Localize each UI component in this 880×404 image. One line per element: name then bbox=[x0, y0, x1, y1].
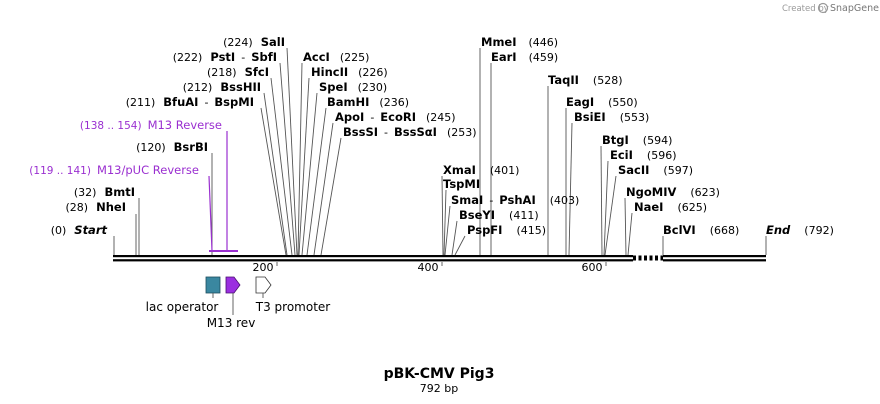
site-label-apoi-ecori[interactable]: ApoI - EcoRI (245) bbox=[335, 110, 456, 124]
site-label-bsshii[interactable]: (212) BssHII bbox=[183, 80, 261, 94]
site-label-bmti[interactable]: (32) BmtI bbox=[74, 185, 135, 199]
site-label-bsiei[interactable]: BsiEI (553) bbox=[574, 110, 649, 124]
site-labels-right: AccI (225) HincII (226) SpeI (230) BamHI (23… bbox=[303, 35, 834, 237]
snapgene-credit: Created by SnapGene bbox=[782, 2, 879, 14]
tick-label-400: 400 bbox=[418, 261, 439, 274]
site-label-ecii[interactable]: EciI (596) bbox=[610, 148, 677, 162]
site-label-sali[interactable]: (224) SalI bbox=[223, 35, 285, 49]
primer-label-m13-reverse[interactable]: (138 .. 154) M13 Reverse bbox=[80, 118, 222, 132]
snapgene-logo-icon bbox=[817, 2, 829, 14]
end-label-start[interactable]: (0) Start bbox=[51, 223, 108, 237]
site-label-tspmi[interactable]: TspMI bbox=[443, 177, 480, 191]
tick-label-200: 200 bbox=[253, 261, 274, 274]
site-label-btgi[interactable]: BtgI (594) bbox=[602, 133, 672, 147]
site-label-psti-sbfi[interactable]: (222) PstI - SbfI bbox=[173, 50, 277, 64]
site-label-smai-pshai[interactable]: SmaI - PshAI (403) bbox=[451, 193, 579, 207]
features: lac operator M13 rev T3 promoter bbox=[146, 276, 331, 330]
snapgene-brand: SnapGene bbox=[830, 3, 879, 14]
site-label-nhei[interactable]: (28) NheI bbox=[66, 200, 126, 214]
bottom-strand bbox=[113, 259, 766, 262]
primers: (138 .. 154) M13 Reverse (119 .. 141) M13/… bbox=[29, 118, 238, 252]
site-label-naei[interactable]: NaeI (625) bbox=[634, 200, 707, 214]
site-label-spei[interactable]: SpeI (230) bbox=[319, 80, 387, 94]
primer-label-m13-puc-reverse[interactable]: (119 .. 141) M13/pUC Reverse bbox=[29, 163, 199, 177]
site-label-sacii[interactable]: SacII (597) bbox=[618, 163, 693, 177]
top-strand bbox=[113, 255, 766, 258]
site-label-mmei[interactable]: MmeI (446) bbox=[481, 35, 558, 49]
site-labels-left: (0) Start (28) NheI (32) BmtI (120) BsrBI (2… bbox=[51, 35, 285, 237]
feature-t3-promoter[interactable] bbox=[255, 276, 272, 294]
feature-label-t3-promoter: T3 promoter bbox=[255, 300, 331, 314]
map-length: 792 bp bbox=[420, 382, 458, 395]
created-by-text: Created by bbox=[782, 4, 829, 14]
feature-lac-operator[interactable] bbox=[205, 276, 221, 294]
site-label-eari[interactable]: EarI (459) bbox=[491, 50, 558, 64]
ruler: 200 400 600 bbox=[253, 261, 607, 274]
site-label-eagi[interactable]: EagI (550) bbox=[566, 95, 638, 109]
site-label-hincii[interactable]: HincII (226) bbox=[311, 65, 388, 79]
feature-label-m13-rev: M13 rev bbox=[207, 316, 256, 330]
site-label-pspfi[interactable]: PspFI (415) bbox=[467, 223, 546, 237]
end-label-end[interactable]: End (792) bbox=[766, 223, 834, 237]
feature-m13-rev[interactable] bbox=[225, 276, 241, 294]
map-title: pBK-CMV Pig3 bbox=[384, 366, 495, 382]
site-label-bseyi[interactable]: BseYI (411) bbox=[459, 208, 539, 222]
site-label-bfuai-bspmi[interactable]: (211) BfuAI - BspMI bbox=[126, 95, 254, 109]
site-label-xmai[interactable]: XmaI (401) bbox=[443, 163, 519, 177]
feature-label-lac-operator: lac operator bbox=[146, 300, 219, 314]
tick-label-600: 600 bbox=[582, 261, 603, 274]
site-label-bamhi[interactable]: BamHI (236) bbox=[327, 95, 409, 109]
site-label-ngomiv[interactable]: NgoMIV (623) bbox=[626, 185, 720, 199]
primer-m13-puc-reverse-connector bbox=[208, 175, 213, 252]
site-label-bsrbi[interactable]: (120) BsrBI bbox=[136, 140, 208, 154]
site-label-taqii[interactable]: TaqII (528) bbox=[548, 73, 623, 87]
site-label-acci[interactable]: AccI (225) bbox=[303, 50, 369, 64]
sequence-backbone bbox=[113, 254, 766, 263]
site-connectors bbox=[113, 47, 767, 256]
site-label-sfci[interactable]: (218) SfcI bbox=[207, 65, 269, 79]
site-label-bclvi[interactable]: BclVI (668) bbox=[663, 223, 739, 237]
sequence-gap bbox=[633, 254, 663, 263]
site-label-bsssi-bsssai[interactable]: BssSI - BssSαI (253) bbox=[343, 125, 477, 139]
